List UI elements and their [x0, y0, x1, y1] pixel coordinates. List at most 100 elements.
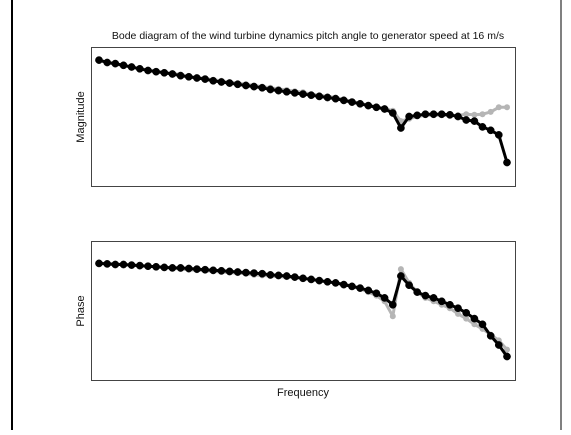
magnitude-point-black	[144, 66, 152, 75]
magnitude-point-black	[193, 74, 201, 82]
magnitude-point-gray	[487, 108, 494, 115]
magnitude-y-label: Magnitude	[75, 91, 87, 142]
phase-point-black	[437, 297, 446, 306]
phase-point-black	[307, 275, 316, 284]
phase-panel: Phase Frequency	[75, 241, 516, 399]
magnitude-point-black	[282, 87, 291, 96]
magnitude-point-black	[494, 131, 503, 139]
phase-point-black	[494, 341, 503, 349]
phase-point-gray	[471, 321, 478, 328]
magnitude-point-black	[119, 61, 128, 70]
magnitude-series-group	[95, 56, 511, 167]
phase-point-gray	[463, 315, 470, 322]
magnitude-series-black	[95, 56, 511, 167]
magnitude-point-black	[168, 70, 177, 78]
magnitude-point-black	[348, 98, 356, 106]
magnitude-point-black	[437, 110, 446, 119]
magnitude-point-gray	[495, 104, 502, 111]
magnitude-point-black	[478, 123, 487, 131]
phase-point-black	[429, 294, 438, 302]
phase-point-black	[193, 265, 201, 273]
phase-point-black	[331, 279, 340, 287]
phase-point-black	[348, 282, 356, 291]
magnitude-point-black	[446, 110, 454, 119]
phase-point-black	[217, 266, 226, 275]
magnitude-line-black	[98, 58, 509, 163]
magnitude-point-black	[184, 72, 193, 81]
phase-point-black	[152, 262, 160, 271]
phase-point-black	[250, 269, 258, 277]
phase-point-black	[413, 288, 422, 296]
phase-y-label: Phase	[75, 295, 87, 326]
magnitude-point-black	[339, 96, 348, 105]
magnitude-point-black	[380, 105, 389, 113]
phase-point-black	[421, 291, 430, 300]
magnitude-point-black	[413, 111, 422, 120]
phase-point-gray	[504, 346, 510, 353]
phase-point-black	[486, 331, 495, 340]
phase-point-black	[446, 300, 454, 309]
phase-point-black	[176, 264, 185, 272]
magnitude-axes-box	[91, 47, 516, 187]
magnitude-point-gray	[479, 111, 486, 118]
magnitude-point-black	[397, 124, 405, 132]
magnitude-point-black	[266, 85, 275, 94]
magnitude-point-black	[421, 110, 430, 119]
phase-point-black	[127, 261, 136, 269]
phase-point-gray	[455, 310, 461, 317]
phase-point-gray	[389, 313, 396, 320]
phase-point-black	[397, 272, 405, 280]
phase-point-black	[119, 260, 128, 269]
phase-point-black	[160, 263, 169, 272]
magnitude-point-black	[242, 81, 250, 90]
phase-point-black	[372, 289, 381, 298]
phase-point-black	[168, 264, 177, 272]
magnitude-point-black	[323, 93, 332, 102]
magnitude-point-black	[233, 80, 242, 89]
magnitude-point-black	[486, 126, 495, 135]
phase-point-black	[282, 272, 291, 280]
phase-point-black	[339, 280, 348, 289]
phase-point-black	[258, 269, 267, 278]
phase-point-black	[95, 259, 103, 268]
magnitude-point-gray	[504, 104, 510, 111]
phase-point-black	[209, 266, 218, 275]
phase-point-black	[388, 300, 397, 309]
phase-point-black	[225, 267, 234, 276]
magnitude-point-black	[103, 58, 112, 67]
phase-point-black	[478, 320, 487, 329]
phase-point-black	[144, 262, 152, 271]
phase-point-black	[266, 271, 275, 279]
phase-point-black	[201, 265, 209, 274]
phase-point-black	[405, 281, 413, 290]
magnitude-point-black	[454, 112, 462, 121]
magnitude-point-black	[503, 158, 511, 167]
x-axis-label: Frequency	[277, 387, 329, 399]
phase-point-gray	[397, 266, 404, 273]
magnitude-point-black	[290, 89, 299, 97]
phase-point-black	[103, 260, 112, 268]
magnitude-point-black	[250, 82, 258, 91]
magnitude-point-black	[372, 103, 381, 112]
phase-point-black	[323, 277, 332, 286]
magnitude-point-black	[225, 79, 234, 87]
phase-point-black	[233, 268, 242, 276]
magnitude-point-black	[307, 91, 316, 100]
magnitude-point-black	[356, 99, 364, 108]
magnitude-point-black	[299, 90, 307, 98]
magnitude-point-black	[111, 59, 120, 68]
magnitude-point-gray	[463, 111, 470, 118]
magnitude-point-black	[388, 109, 397, 117]
magnitude-point-black	[258, 83, 267, 92]
phase-point-black	[315, 276, 324, 285]
phase-series-black	[95, 259, 511, 361]
magnitude-point-black	[429, 110, 438, 119]
phase-series-group	[95, 259, 511, 361]
magnitude-point-black	[462, 116, 471, 124]
magnitude-point-gray	[471, 111, 478, 118]
magnitude-point-black	[364, 101, 373, 110]
magnitude-point-black	[152, 67, 160, 76]
magnitude-point-black	[176, 71, 185, 80]
